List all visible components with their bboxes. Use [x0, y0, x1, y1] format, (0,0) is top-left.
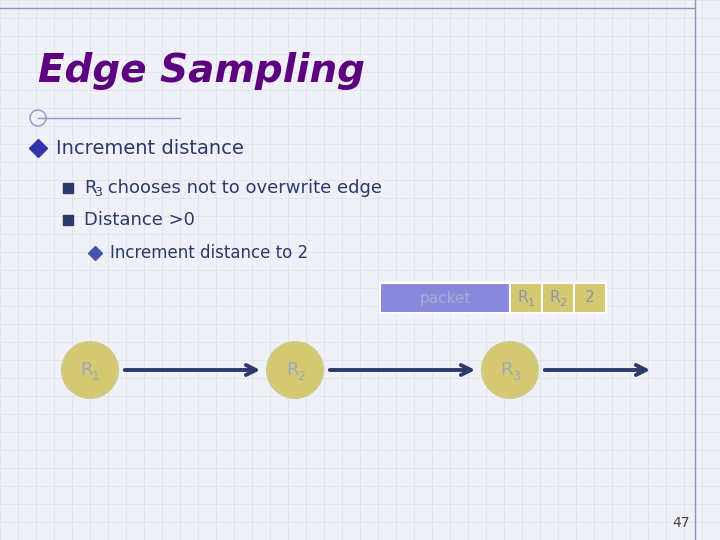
Text: R: R [500, 361, 513, 379]
Text: 3: 3 [512, 369, 520, 382]
Text: 1: 1 [528, 298, 534, 308]
Text: R: R [549, 291, 560, 306]
Bar [542, 283, 574, 313]
Circle shape [267, 342, 323, 398]
Text: packet: packet [419, 291, 471, 306]
Text: Edge Sampling: Edge Sampling [38, 52, 365, 90]
Text: R: R [286, 361, 298, 379]
Text: 3: 3 [94, 186, 102, 199]
Circle shape [482, 342, 538, 398]
Text: Increment distance to 2: Increment distance to 2 [110, 244, 308, 262]
Text: R: R [518, 291, 528, 306]
Text: chooses not to overwrite edge: chooses not to overwrite edge [102, 179, 382, 197]
Text: 2: 2 [297, 369, 305, 382]
Text: Distance >0: Distance >0 [84, 211, 195, 229]
Text: 2: 2 [559, 298, 567, 308]
Bar [380, 283, 510, 313]
Circle shape [62, 342, 118, 398]
Text: 1: 1 [92, 369, 100, 382]
Bar [510, 283, 542, 313]
Text: 2: 2 [585, 291, 595, 306]
Text: 47: 47 [672, 516, 690, 530]
Text: R: R [81, 361, 94, 379]
Bar [574, 283, 606, 313]
Text: R: R [84, 179, 96, 197]
Text: Increment distance: Increment distance [56, 138, 244, 158]
